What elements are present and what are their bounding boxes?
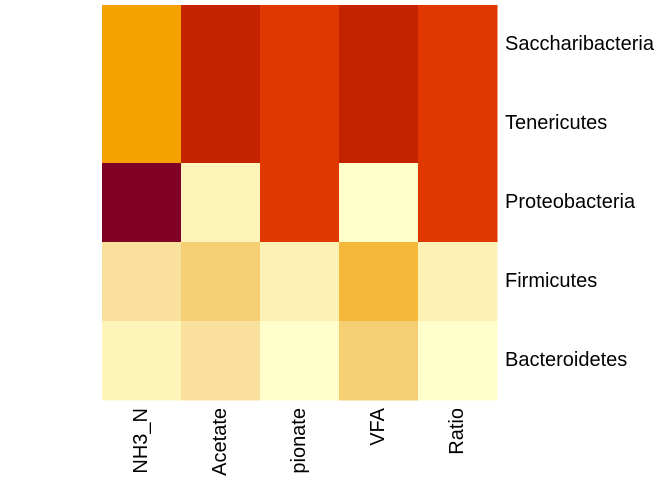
column-label: Ratio — [446, 408, 468, 455]
heatmap-cell — [260, 321, 340, 401]
heatmap-cell — [260, 163, 340, 243]
heatmap-cell — [339, 5, 419, 85]
heatmap-cell — [339, 163, 419, 243]
heatmap-cell — [102, 163, 182, 243]
column-label: Acetate — [209, 408, 231, 476]
heatmap-cell — [102, 5, 182, 85]
heatmap-cell — [102, 242, 182, 322]
heatmap-cell — [418, 84, 498, 164]
heatmap-cell — [181, 242, 261, 322]
row-label: Saccharibacteria — [505, 33, 655, 55]
heatmap-cell — [418, 5, 498, 85]
heatmap-cell — [418, 242, 498, 322]
heatmap-cell — [260, 84, 340, 164]
heatmap-cell — [181, 84, 261, 164]
row-label: Bacteroidetes — [505, 349, 627, 371]
column-label: pionate — [288, 408, 310, 474]
heatmap-cell — [181, 5, 261, 85]
column-label: VFA — [367, 407, 389, 445]
heatmap-cell — [181, 163, 261, 243]
column-label: NH3_N — [130, 408, 152, 474]
heatmap-cell — [181, 321, 261, 401]
heatmap-cell — [339, 321, 419, 401]
heatmap-cell — [418, 163, 498, 243]
heatmap-cell — [102, 321, 182, 401]
heatmap-cell — [418, 321, 498, 401]
heatmap-cell — [339, 84, 419, 164]
row-label: Tenericutes — [505, 112, 607, 134]
row-label: Proteobacteria — [505, 191, 636, 213]
row-label: Firmicutes — [505, 270, 597, 292]
column-labels: NH3_N Acetate pionate VFA Ratio — [130, 407, 468, 475]
heatmap-cell — [102, 84, 182, 164]
heatmap-cell — [260, 5, 340, 85]
heatmap-cell — [260, 242, 340, 322]
heatmap-cell — [339, 242, 419, 322]
heatmap-cells — [102, 5, 498, 401]
row-labels: Saccharibacteria Tenericutes Proteobacteri… — [505, 33, 655, 371]
